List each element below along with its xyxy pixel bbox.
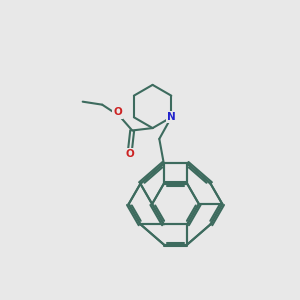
Text: O: O: [113, 107, 122, 118]
Text: O: O: [126, 149, 134, 160]
Text: N: N: [167, 112, 176, 122]
